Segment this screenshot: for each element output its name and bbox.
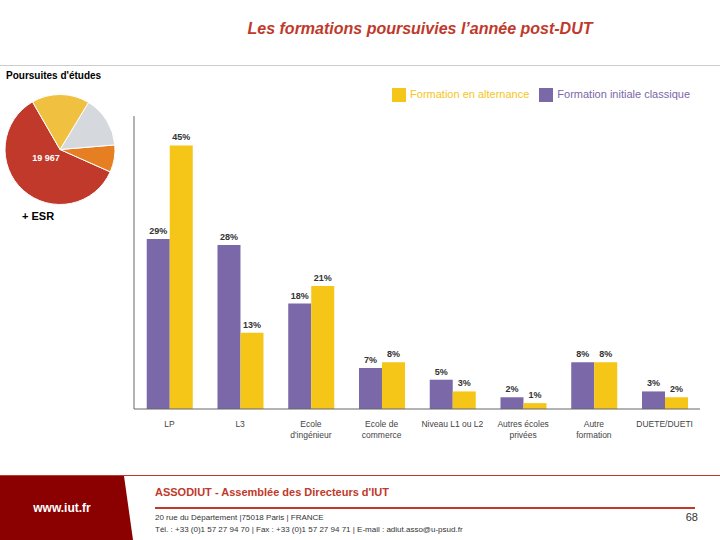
html-text:www.iut.fr: www.iut.fr	[33, 501, 91, 515]
html-text:20 rue du Département |75018 P: 20 rue du Département |75018 Paris | FRA…	[155, 513, 324, 522]
html-text:Formation en alternance: Formation en alternance	[410, 88, 530, 100]
html-text:Les formations poursuivies l’a: Les formations poursuivies l’année post-…	[247, 20, 593, 37]
svg-text:8%: 8%	[576, 349, 589, 359]
svg-text:7%: 7%	[364, 355, 377, 365]
svg-text:45%: 45%	[172, 132, 190, 142]
html-text:+ ESR: + ESR	[22, 210, 55, 222]
svg-text:DUETE/DUETI: DUETE/DUETI	[636, 419, 693, 429]
html-text:ASSODIUT - Assemblée des Direc: ASSODIUT - Assemblée des Directeurs d'IU…	[155, 486, 389, 498]
svg-text:3%: 3%	[647, 378, 660, 388]
svg-text:8%: 8%	[599, 349, 612, 359]
html-text:Poursuites d'études: Poursuites d'études	[6, 70, 102, 81]
svg-text:8%: 8%	[387, 349, 400, 359]
svg-text:5%: 5%	[435, 367, 448, 377]
svg-text:Ecoled'ingénieur: Ecoled'ingénieur	[290, 419, 331, 440]
svg-text:13%: 13%	[243, 320, 261, 330]
html-text:19 967: 19 967	[32, 153, 60, 163]
svg-text:Ecole decommerce: Ecole decommerce	[362, 419, 402, 440]
svg-text:18%: 18%	[291, 291, 309, 301]
svg-text:1%: 1%	[528, 390, 541, 400]
html-text:Tél. : +33 (0)1 57 27 94 70 |: Tél. : +33 (0)1 57 27 94 70 | Fax : +33 …	[155, 525, 463, 534]
svg-text:21%: 21%	[314, 273, 332, 283]
svg-text:2%: 2%	[670, 384, 683, 394]
svg-text:Niveau L1 ou L2: Niveau L1 ou L2	[421, 419, 483, 429]
svg-text:28%: 28%	[220, 232, 238, 242]
svg-text:Autreformation: Autreformation	[576, 419, 612, 440]
svg-text:LP: LP	[164, 419, 175, 429]
svg-text:29%: 29%	[149, 226, 167, 236]
svg-text:2%: 2%	[505, 384, 518, 394]
html-text:Formation initiale classique: Formation initiale classique	[557, 88, 690, 100]
svg-text:3%: 3%	[458, 378, 471, 388]
svg-text:Autres écolesprivées: Autres écolesprivées	[497, 419, 549, 440]
svg-text:L3: L3	[235, 419, 245, 429]
html-text:68: 68	[685, 511, 698, 523]
